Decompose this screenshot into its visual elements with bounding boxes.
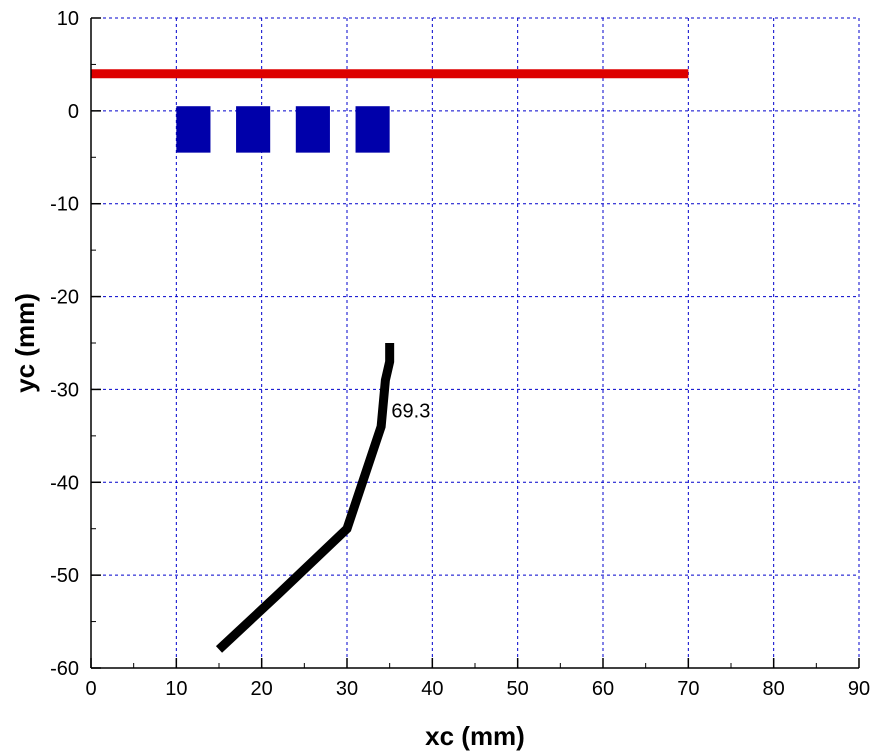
y-tick-label: -40 <box>50 472 79 494</box>
tick-labels: 0 10 20 30 40 50 60 70 80 90 -60 -50 -40 -30 -20 -10 0 10 <box>50 8 870 700</box>
x-tick-label: 60 <box>592 678 614 700</box>
blue-block <box>236 106 271 153</box>
x-tick-label: 90 <box>848 678 870 700</box>
x-axis-title: xc (mm) <box>425 721 525 751</box>
blue-block <box>355 106 390 153</box>
x-tick-label: 50 <box>507 678 529 700</box>
blue-block <box>176 106 211 153</box>
y-tick-label: -20 <box>50 287 79 309</box>
x-tick-label: 10 <box>165 678 187 700</box>
x-tick-label: 70 <box>677 678 699 700</box>
x-tick-label: 30 <box>336 678 358 700</box>
y-axis-title: yc (mm) <box>10 293 40 393</box>
annotation-label: 69.3 <box>391 400 430 422</box>
series-line <box>215 343 395 653</box>
y-tick-label: 10 <box>57 8 79 30</box>
axes <box>90 17 860 669</box>
grid-lines <box>91 17 860 668</box>
y-tick-label: -60 <box>50 658 79 680</box>
plot-objects: 69.3 <box>91 69 689 653</box>
y-tick-label: -50 <box>50 565 79 587</box>
blue-block <box>295 106 330 153</box>
y-tick-label: -30 <box>50 379 79 401</box>
y-tick-label: -10 <box>50 194 79 216</box>
y-tick-label: 0 <box>68 101 79 123</box>
x-tick-label: 0 <box>85 678 96 700</box>
x-tick-label: 80 <box>763 678 785 700</box>
x-tick-label: 40 <box>421 678 443 700</box>
x-tick-label: 20 <box>251 678 273 700</box>
